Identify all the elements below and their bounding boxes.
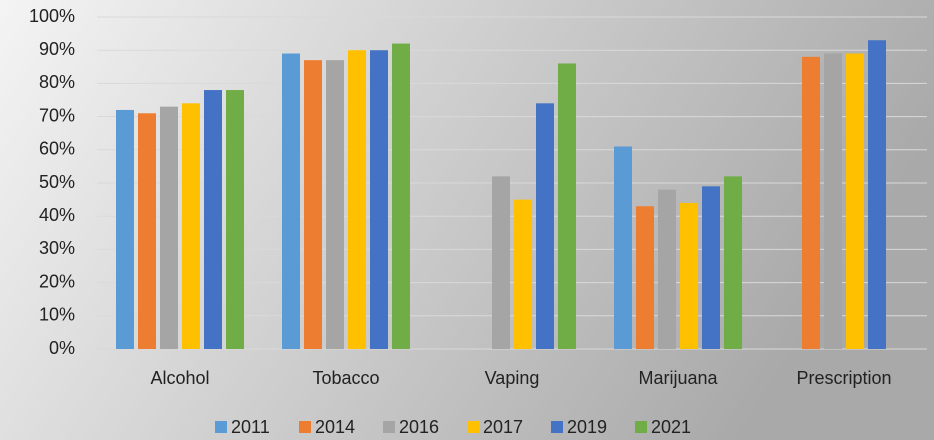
legend-swatch [383,421,395,433]
bar [348,50,366,349]
y-tick-label: 0% [49,338,75,358]
legend-swatch [215,421,227,433]
x-tick-label: Prescription [796,368,891,388]
bar [492,176,510,349]
legend-label: 2021 [651,417,691,437]
legend-label: 2014 [315,417,355,437]
y-tick-label: 90% [39,39,75,59]
legend-swatch [635,421,647,433]
legend-label: 2011 [231,417,270,437]
bar [160,106,178,349]
x-tick-label: Vaping [485,368,540,388]
bar [636,206,654,349]
y-tick-label: 20% [39,271,75,291]
bar [116,109,134,350]
bar [614,146,632,349]
legend-label: 2019 [567,417,607,437]
bar [680,202,698,349]
x-tick-label: Alcohol [150,368,209,388]
y-tick-label: 50% [39,172,75,192]
y-tick-label: 100% [29,6,75,26]
legend-swatch [299,421,311,433]
legend-swatch [467,421,479,433]
legend-label: 2017 [483,417,523,437]
bar [658,189,676,349]
bar [824,53,842,350]
x-tick-label: Marijuana [638,368,718,388]
bar [558,63,576,349]
bar [514,199,532,349]
bar [182,103,200,349]
legend-label: 2016 [399,417,439,437]
bar [226,90,244,349]
bar [204,90,222,349]
bar [304,60,322,349]
bar [326,60,344,349]
y-tick-label: 70% [39,105,75,125]
y-tick-label: 10% [39,305,75,325]
y-tick-label: 80% [39,72,75,92]
y-tick-label: 60% [39,139,75,159]
bar [392,43,410,350]
y-tick-label: 30% [39,238,75,258]
bar [724,176,742,349]
legend-swatch [551,421,563,433]
bar [802,56,820,350]
bar [138,113,156,349]
bar [282,53,300,350]
bar [702,186,720,349]
x-tick-label: Tobacco [312,368,379,388]
bar [370,50,388,349]
bar [846,53,864,350]
y-tick-label: 40% [39,205,75,225]
bar [868,40,886,350]
bar [536,103,554,349]
